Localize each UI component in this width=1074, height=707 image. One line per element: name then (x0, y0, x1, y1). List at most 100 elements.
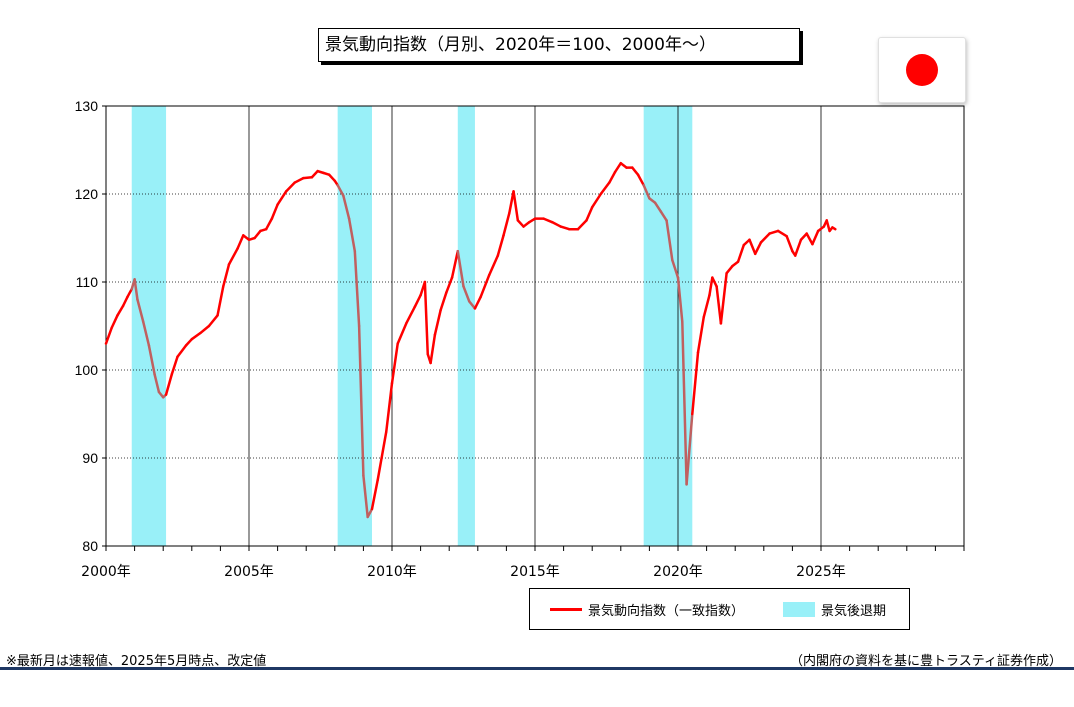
series-line-segment (559, 225, 571, 231)
series-line-segment (170, 355, 179, 376)
series-line-segment (253, 229, 262, 240)
x-tick-label: 2015年 (510, 564, 560, 580)
series-line-segment (502, 212, 511, 237)
series-line-segment (487, 254, 500, 277)
series-line-segment (542, 217, 554, 224)
series-line-segment (585, 205, 594, 222)
series-line-segment (653, 201, 663, 213)
series-line-segment (768, 229, 780, 235)
recession-band (337, 106, 372, 546)
series-line-segment (310, 169, 319, 179)
series-line-segment (462, 285, 471, 303)
series-line-segment (496, 234, 505, 257)
y-tick-label: 100 (75, 362, 99, 378)
series-line-segment (811, 229, 820, 246)
series-line-segment (445, 276, 454, 294)
series-line-segment (719, 271, 728, 325)
series-line-segment (413, 293, 422, 308)
series-line-segment (439, 291, 448, 312)
series-line-segment (479, 273, 491, 299)
series-line-segment (357, 324, 365, 477)
series-line-segment (110, 314, 119, 330)
series-line-segment (715, 285, 723, 325)
series-line-segment (708, 276, 714, 297)
series-line-segment (794, 238, 803, 257)
series-line-segment (347, 217, 357, 253)
series-line-segment (599, 181, 611, 196)
x-tick-label: 2010年 (367, 564, 417, 580)
series-line-segment (270, 203, 279, 220)
legend-line-label: 景気動向指数（一致指数） (588, 604, 745, 619)
series-line-segment (450, 249, 460, 279)
series-line-segment (613, 161, 623, 174)
series-line-segment (456, 249, 465, 288)
y-tick-label: 90 (82, 450, 98, 466)
series-line-segment (630, 166, 640, 176)
series-line-segment (336, 183, 345, 198)
series-line-segment (608, 170, 617, 184)
series-line-segment (433, 308, 442, 337)
series-line-segment (176, 344, 188, 359)
series-line-segment (642, 183, 651, 200)
series-line-segment (390, 342, 399, 385)
series-line-segment (362, 474, 369, 519)
footnote: ※最新月は速報値、2025年5月時点、改定値 (6, 654, 267, 669)
series-line-segment (385, 381, 394, 433)
series-line-segment (665, 219, 674, 262)
y-tick-label: 130 (75, 98, 99, 114)
series-line-segment (725, 264, 734, 275)
series-line-segment (748, 238, 757, 256)
series-line-segment (264, 217, 274, 231)
japan-flag-icon (906, 54, 938, 86)
recession-band (643, 106, 693, 546)
series-line-segment (104, 326, 113, 345)
x-tick-label: 2000年 (81, 564, 131, 580)
series-line-segment (512, 190, 520, 222)
series-line-segment (691, 351, 700, 416)
series-line-segment (190, 331, 202, 341)
series-line-segment (831, 226, 837, 231)
recession-band (457, 106, 475, 546)
legend-area-swatch (783, 602, 815, 617)
y-tick-label: 80 (82, 538, 98, 554)
series-line-segment (147, 344, 156, 376)
series-line-segment (636, 173, 645, 187)
series-line-segment (207, 314, 219, 328)
series-line-segment (121, 295, 129, 308)
series-line-segment (685, 412, 694, 486)
series-line-segment (136, 298, 145, 323)
series-line-segment (696, 315, 705, 354)
series-line-segment (216, 285, 225, 317)
series-line-segment (825, 219, 831, 233)
series-line-segment (126, 287, 133, 299)
y-tick-label: 120 (75, 186, 99, 202)
x-tick-label: 2005年 (224, 564, 274, 580)
series-line-segment (227, 247, 239, 266)
series-line-segment (284, 181, 297, 193)
series-line-segment (199, 324, 211, 335)
series-line-segment (681, 320, 688, 486)
bottom-rule (0, 667, 1074, 670)
chart-plot: 80 90 100 110 120 130 2000年 2005年 2010年 2015年 2020… (75, 98, 965, 580)
source-note: （内閣府の資料を基に豊トラスティ証券作成） (790, 654, 1062, 669)
series-line-segment (753, 241, 763, 256)
legend-line-swatch (550, 608, 582, 611)
series-line-segment (799, 232, 808, 242)
x-tick-label: 2025年 (796, 564, 846, 580)
series-line-segment (676, 276, 684, 323)
series-line-segment (473, 295, 482, 310)
series-line-segment (405, 305, 417, 325)
series-line-segment (376, 430, 388, 482)
series-line-segment (516, 219, 525, 228)
series-line-segment (116, 304, 125, 317)
series-line-segment (293, 176, 305, 184)
series-line-segment (133, 278, 139, 301)
series-line-segment (776, 229, 788, 238)
series-line-segment (423, 280, 429, 356)
series-line-segment (711, 276, 718, 288)
series-line-segment (366, 507, 374, 519)
series-line-segment (396, 322, 408, 345)
flag-card (878, 37, 966, 103)
series-line-segment (353, 249, 361, 328)
series-line-segment (327, 173, 337, 183)
